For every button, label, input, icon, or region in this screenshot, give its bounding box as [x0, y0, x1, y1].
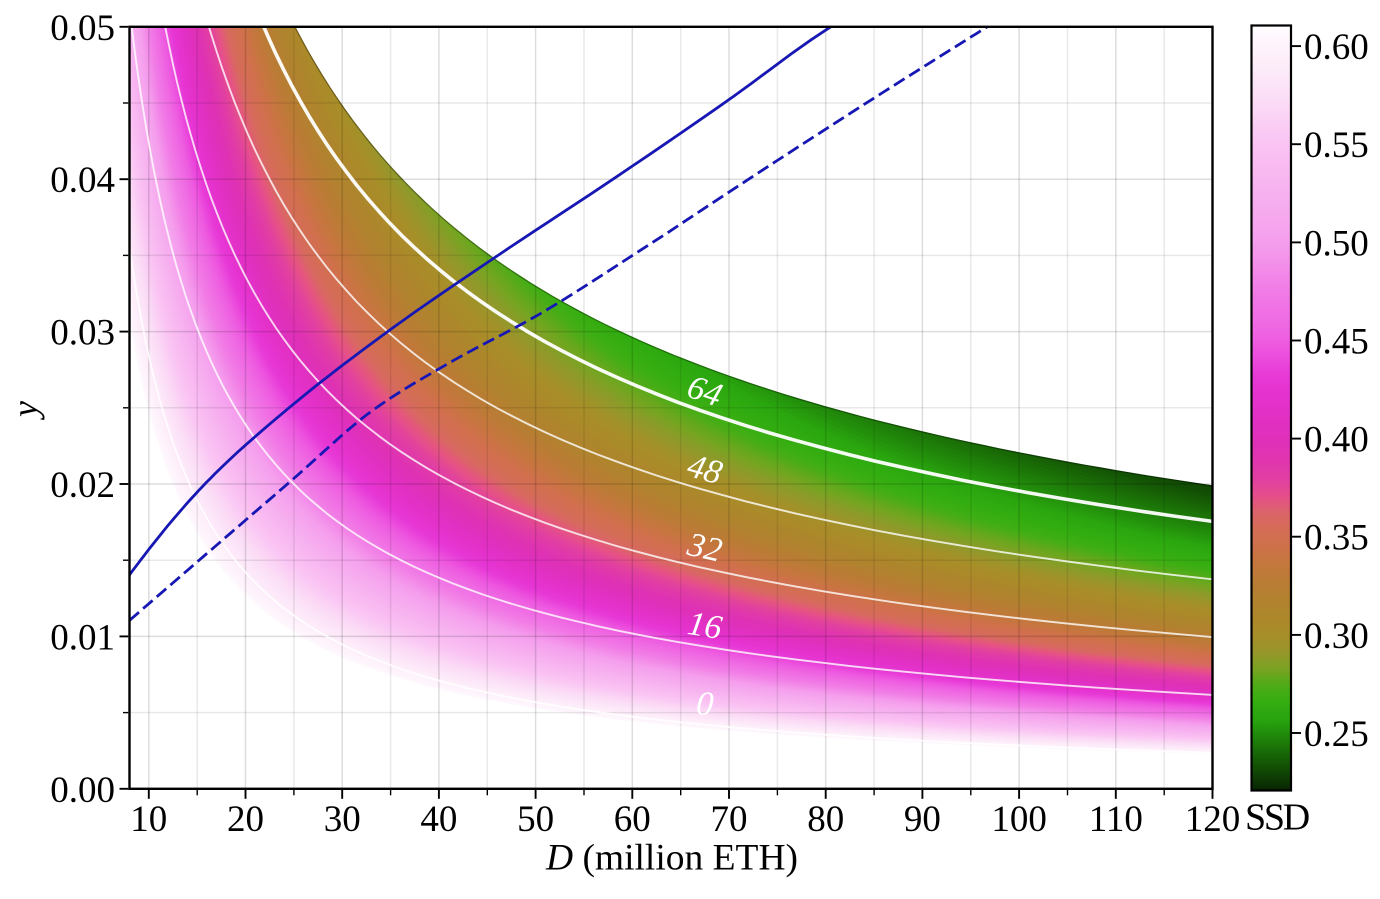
svg-text:32: 32 — [683, 526, 725, 570]
svg-text:70: 70 — [711, 799, 748, 840]
svg-text:90: 90 — [904, 799, 941, 840]
svg-text:SSD: SSD — [1245, 797, 1309, 839]
svg-text:110: 110 — [1089, 799, 1143, 840]
svg-text:0: 0 — [695, 685, 716, 723]
svg-text:0.03: 0.03 — [50, 313, 115, 354]
svg-text:0.04: 0.04 — [50, 160, 115, 201]
svg-text:16: 16 — [685, 605, 724, 647]
svg-text:0.35: 0.35 — [1304, 518, 1369, 559]
svg-text:80: 80 — [807, 799, 844, 840]
svg-text:0.30: 0.30 — [1304, 616, 1369, 657]
svg-text:0.00: 0.00 — [50, 770, 115, 811]
svg-text:30: 30 — [324, 799, 361, 840]
svg-text:40: 40 — [420, 799, 457, 840]
svg-text:D (million ETH): D (million ETH) — [545, 838, 798, 879]
svg-text:20: 20 — [227, 799, 264, 840]
svg-text:0.01: 0.01 — [50, 617, 115, 658]
svg-text:50: 50 — [517, 799, 554, 840]
svg-text:0.55: 0.55 — [1304, 125, 1369, 166]
svg-text:100: 100 — [991, 799, 1047, 840]
svg-text:0.05: 0.05 — [50, 8, 115, 49]
svg-text:10: 10 — [130, 799, 167, 840]
svg-text:0.02: 0.02 — [50, 465, 115, 506]
svg-text:0.50: 0.50 — [1304, 223, 1369, 264]
svg-text:0.45: 0.45 — [1304, 322, 1369, 363]
svg-text:60: 60 — [614, 799, 651, 840]
svg-text:0.60: 0.60 — [1304, 27, 1369, 68]
svg-text:120: 120 — [1185, 799, 1241, 840]
svg-text:y: y — [5, 401, 45, 420]
svg-text:0.25: 0.25 — [1304, 714, 1369, 755]
svg-text:0.40: 0.40 — [1304, 420, 1369, 461]
